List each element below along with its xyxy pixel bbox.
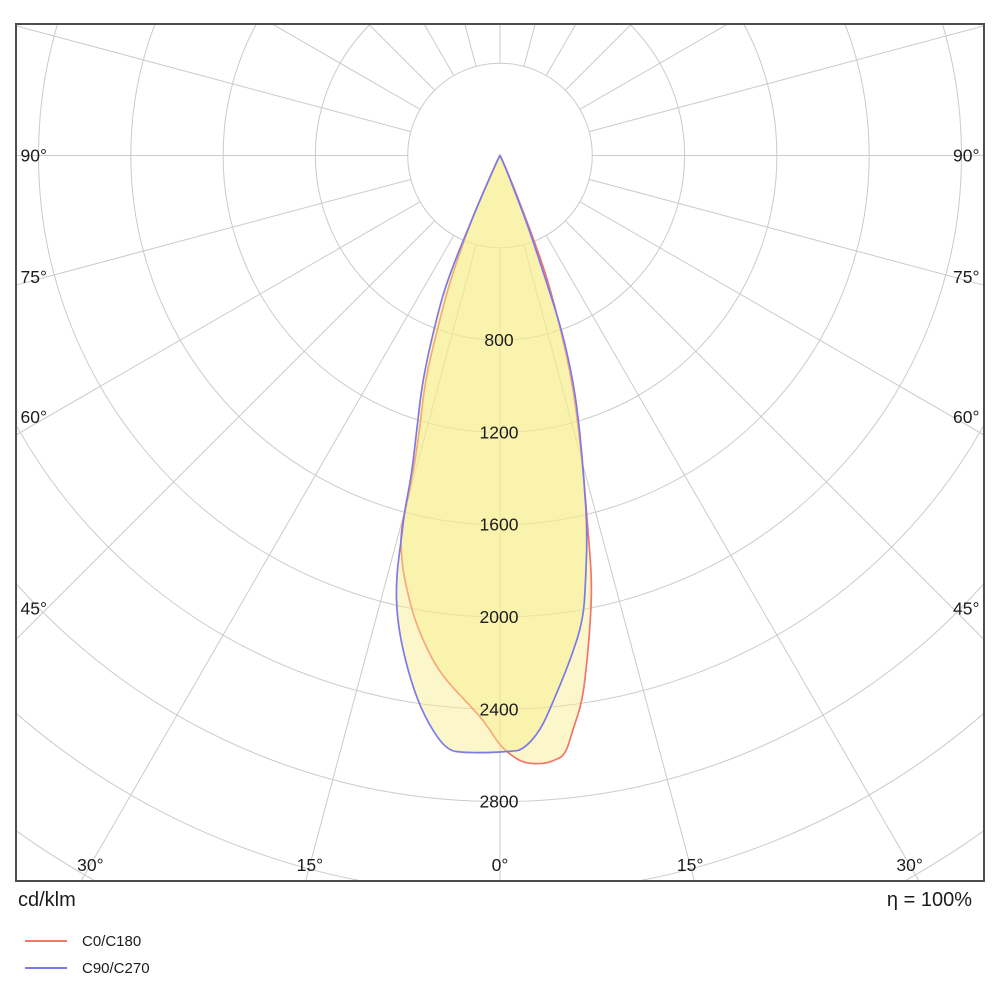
grid-spoke [545, 25, 576, 76]
angle-label-bottom: 30° [77, 855, 103, 875]
polar-grid [17, 25, 983, 880]
angle-label-right: 90° [953, 146, 979, 166]
legend-label-c0: C0/C180 [82, 932, 142, 950]
c0-line-swatch [25, 940, 67, 942]
grid-spoke [17, 220, 436, 640]
grid-spoke [424, 25, 455, 76]
angle-label-bottom: 30° [896, 855, 922, 875]
grid-spoke [81, 235, 455, 880]
angle-label-left: 60° [21, 407, 47, 427]
angle-label-bottom: 15° [297, 855, 323, 875]
angle-label-left: 75° [21, 267, 47, 287]
legend: C0/C180 C90/C270 [25, 932, 150, 977]
angle-label-bottom: 15° [677, 855, 703, 875]
angle-label-left: 45° [21, 599, 47, 619]
curve-c90-c270 [395, 154, 588, 754]
grid-spoke [17, 178, 411, 286]
grid-spoke [272, 25, 421, 110]
grid-spoke [589, 178, 983, 286]
grid-spoke [589, 25, 983, 133]
ring-label: 2000 [480, 607, 519, 627]
ring-label: 1600 [480, 515, 519, 535]
grid-spoke [368, 25, 436, 91]
grid-spoke [579, 25, 728, 110]
efficiency-label: η = 100% [886, 889, 972, 911]
angle-label-right: 60° [953, 407, 979, 427]
grid-spoke [545, 235, 919, 880]
grid-spoke [523, 244, 695, 880]
c90-line-swatch [25, 967, 67, 969]
grid-spoke [579, 201, 983, 435]
angle-label-right: 45° [953, 599, 979, 619]
chart-footer: cd/klm η = 100% [0, 889, 1000, 912]
unit-label: cd/klm [18, 889, 76, 911]
angle-label-right: 75° [953, 267, 979, 287]
legend-item-c90: C90/C270 [25, 959, 150, 977]
plot-area [17, 25, 983, 880]
angle-label-left: 90° [21, 146, 47, 166]
ring-label: 1200 [480, 422, 519, 442]
grid-spoke [564, 25, 632, 91]
grid-spoke [305, 244, 477, 880]
grid-spoke [17, 201, 421, 435]
legend-label-c90: C90/C270 [82, 959, 150, 977]
chart-labels: 800 1200 1600 2000 2400 2800 90° 90° 75° 75° 60° 60… [21, 146, 980, 876]
plot-frame [15, 23, 985, 882]
ring-label: 800 [484, 330, 513, 350]
grid-spoke [17, 25, 411, 133]
ring-label: 2800 [480, 792, 519, 812]
grid-spoke [564, 220, 983, 640]
legend-item-c0: C0/C180 [25, 932, 150, 950]
angle-label-bottom: 0° [492, 855, 509, 875]
ring-label: 2400 [480, 699, 519, 719]
polar-chart: 800 1200 1600 2000 2400 2800 90° 90° 75° 75° 60° 60… [15, 23, 985, 882]
